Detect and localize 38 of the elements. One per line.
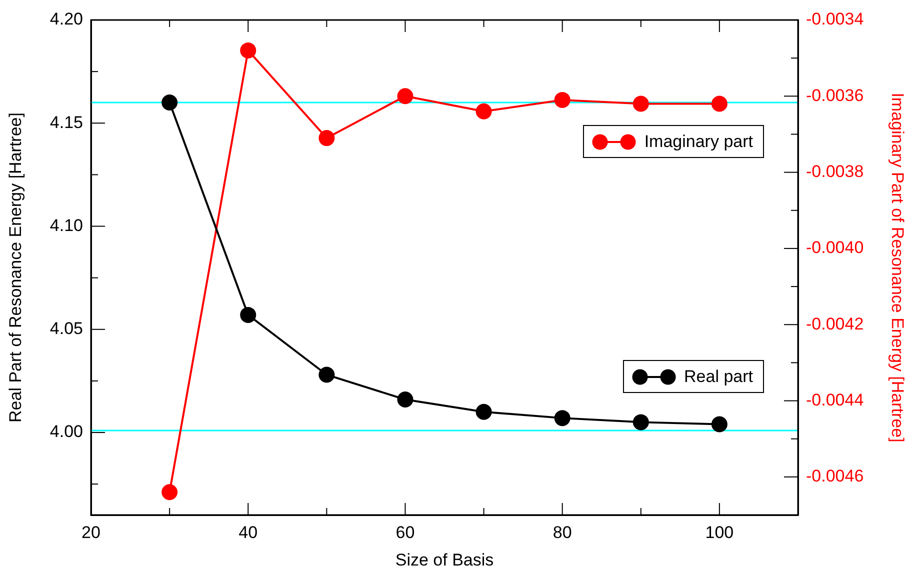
point [554,410,570,426]
point [711,96,728,112]
y-tick-label: 4.00 [50,422,83,442]
point [632,414,649,430]
y-tick-label: 4.15 [50,112,83,132]
point [162,94,178,110]
y2-tick-label: -0.0038 [806,162,864,181]
point [397,392,414,408]
point [240,42,256,58]
point [476,404,492,420]
legend-label: Imaginary part [644,132,753,152]
x-tick-label: 100 [705,522,734,542]
y-axis-title: Real Part of Resonance Energy [Hartree] [6,112,25,422]
point [711,416,728,432]
y2-tick-label: -0.0042 [806,314,864,334]
y-tick-label: 4.05 [50,319,83,338]
x-axis-title: Size of Basis [395,550,494,570]
x-tick-label: 40 [238,522,258,542]
x-tick-label: 20 [82,522,100,542]
point [632,96,649,112]
point [554,92,570,108]
point [318,366,335,383]
legend-label: Real part [684,366,753,387]
y2-tick-label: -0.0034 [806,10,864,29]
y2-tick-label: -0.0044 [806,390,864,410]
y2-tick-label: -0.0036 [806,86,864,105]
point [162,484,178,500]
x-tick-label: 60 [396,522,415,542]
point [476,103,492,120]
y2-tick-label: -0.0046 [806,466,864,486]
y-tick-label: 4.20 [50,10,83,29]
point [240,306,256,323]
point [397,88,414,104]
y-tick-label: 4.10 [50,216,83,235]
x-tick-label: 80 [552,522,572,542]
point [318,130,335,146]
y2-tick-label: -0.0040 [806,238,864,258]
y2-axis-title: Imaginary Part of Resonance Energy [Hartree] [888,92,908,442]
